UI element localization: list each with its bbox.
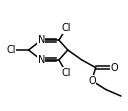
Text: Cl: Cl bbox=[62, 23, 71, 33]
Text: N: N bbox=[38, 55, 45, 65]
Text: O: O bbox=[88, 76, 96, 86]
Text: N: N bbox=[38, 35, 45, 45]
Text: O: O bbox=[110, 63, 118, 73]
Text: Cl: Cl bbox=[62, 68, 71, 78]
Text: Cl: Cl bbox=[6, 45, 16, 55]
